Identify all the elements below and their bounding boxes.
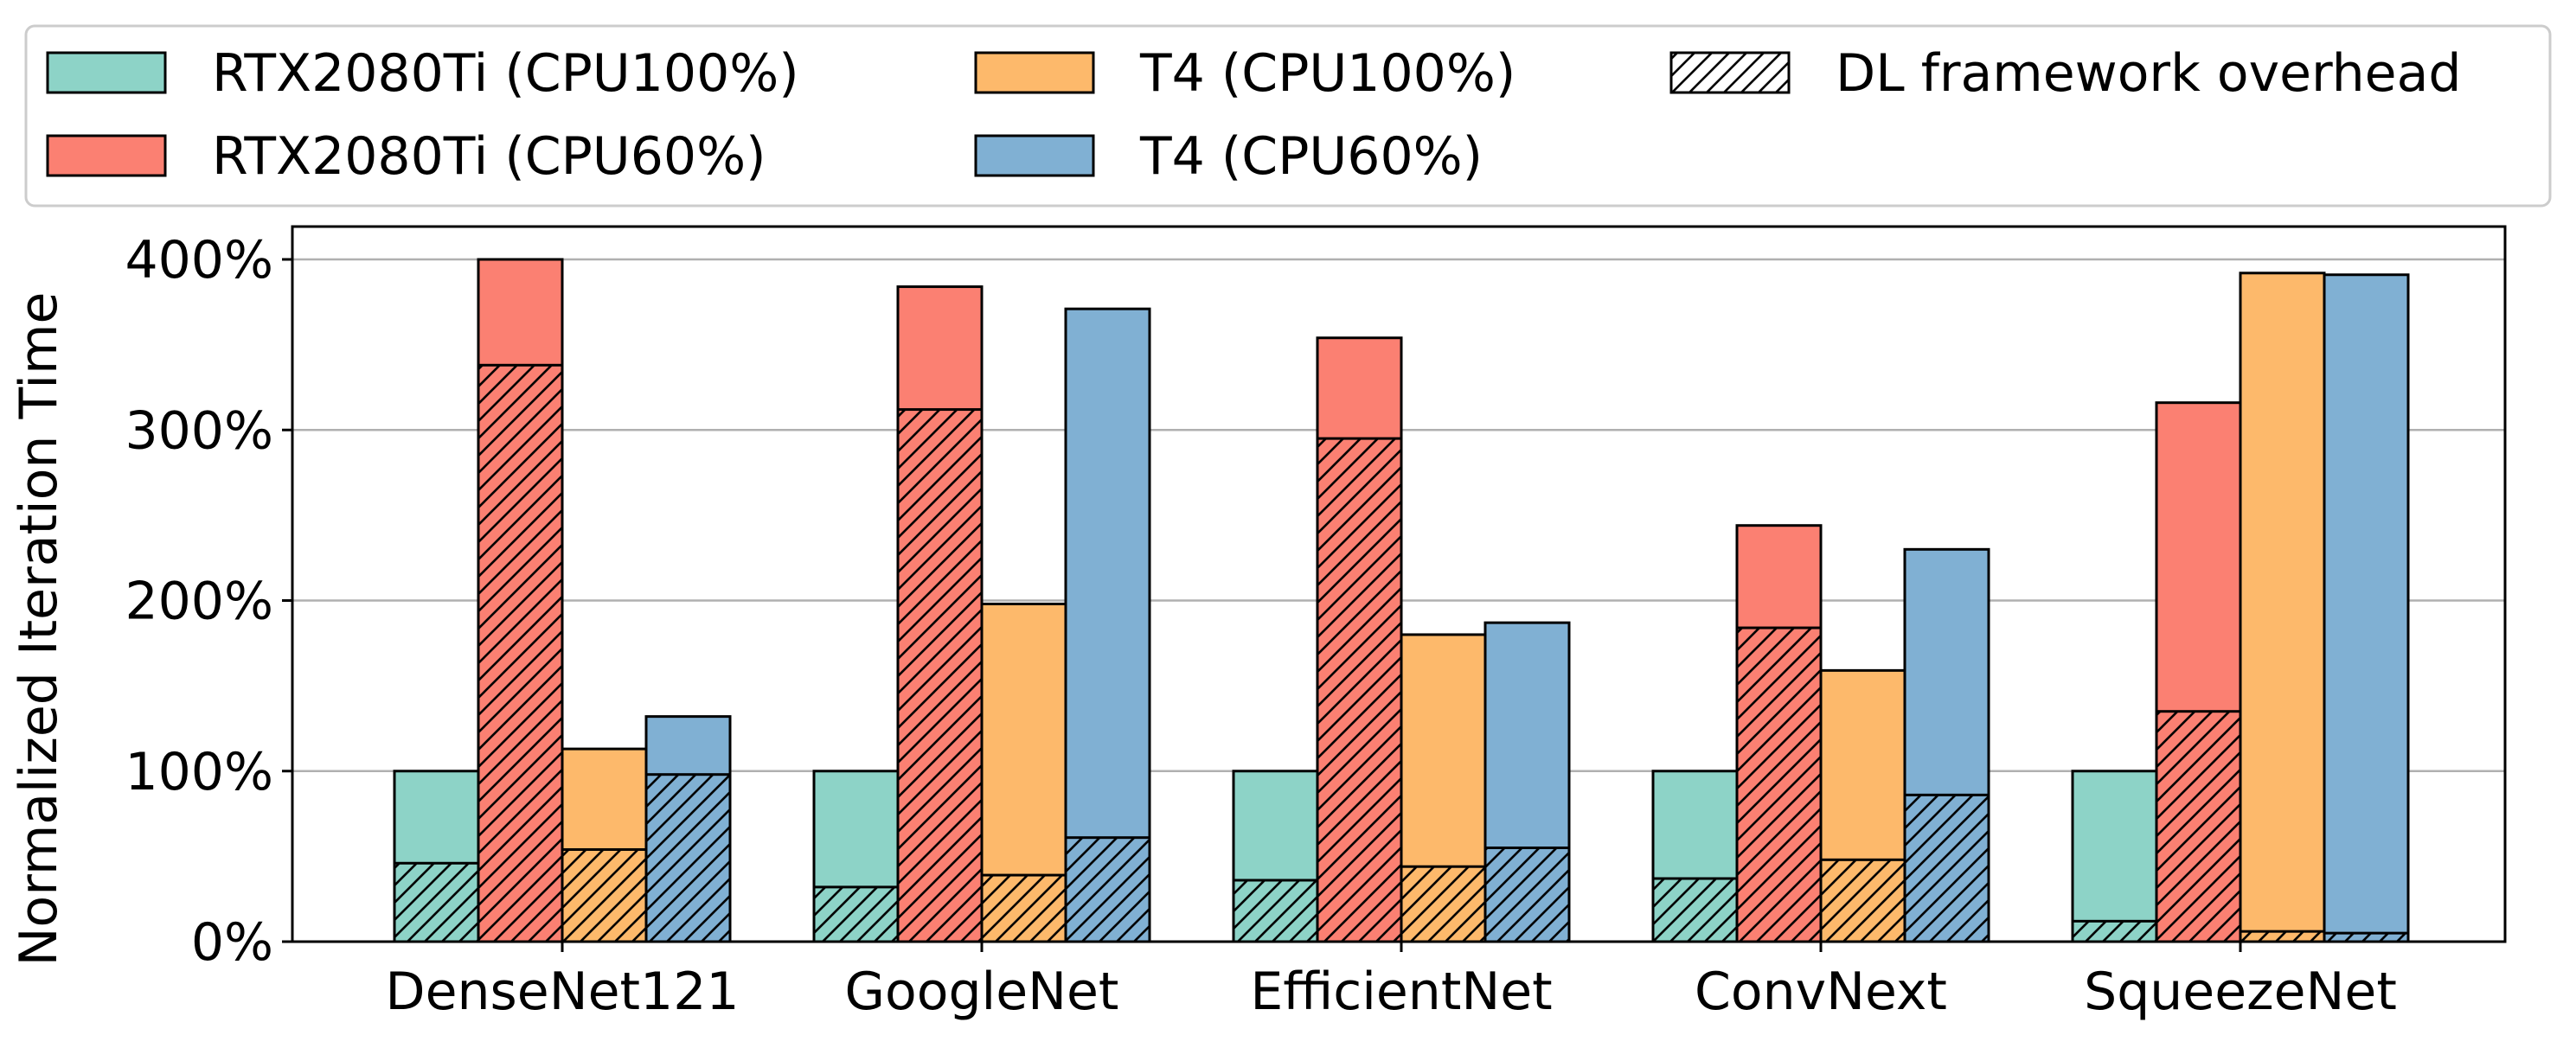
- overhead-rtx2080ti-cpu60-googlenet: [896, 408, 984, 943]
- overhead-rtx2080ti-cpu60-squeezenet: [2155, 710, 2242, 943]
- overhead-t4-cpu100-googlenet: [980, 873, 1067, 943]
- legend-label-t4-cpu60: T4 (CPU60%): [1139, 126, 1483, 187]
- bar-t4-cpu60-squeezenet: [2323, 273, 2410, 943]
- legend-label-t4-cpu100: T4 (CPU100%): [1139, 43, 1515, 104]
- overhead-t4-cpu100-squeezenet: [2239, 930, 2326, 943]
- y-axis: 0% 100% 200% 300% 400%: [125, 230, 292, 973]
- y-axis-label: Normalized Iteration Time: [9, 292, 69, 967]
- legend-frame: [24, 24, 2552, 208]
- y-tick-label: 300%: [125, 400, 273, 461]
- overhead-rtx2080ti-cpu100-convnext: [1651, 877, 1739, 943]
- y-tick-label: 200%: [125, 572, 273, 632]
- legend-swatch-dl-framework-overhead: [1669, 51, 1791, 94]
- legend-label-rtx2080ti-cpu60: RTX2080Ti (CPU60%): [212, 126, 766, 187]
- x-tick-label-convnext: ConvNext: [1695, 962, 1947, 1022]
- overhead-rtx2080ti-cpu100-googlenet: [812, 885, 900, 943]
- plot-frame: [291, 225, 2507, 943]
- x-tick-label-squeezenet: SqueezeNet: [2084, 962, 2397, 1022]
- overhead-rtx2080ti-cpu100-densenet121: [393, 861, 480, 943]
- legend-label-rtx2080ti-cpu100: RTX2080Ti (CPU100%): [212, 43, 799, 104]
- legend-swatch-rtx2080ti-cpu100: [46, 51, 167, 94]
- overhead-rtx2080ti-cpu100-efficientnet: [1232, 879, 1319, 943]
- legend-swatch-rtx2080ti-cpu60: [46, 134, 167, 177]
- overhead-t4-cpu60-efficientnet: [1483, 847, 1571, 943]
- overhead-rtx2080ti-cpu60-convnext: [1735, 626, 1823, 943]
- bar-rtx2080ti-cpu100-squeezenet: [2071, 770, 2158, 943]
- overhead-t4-cpu100-convnext: [1819, 858, 1906, 943]
- bar-t4-cpu100-squeezenet: [2239, 272, 2326, 943]
- overhead-rtx2080ti-cpu100-squeezenet: [2071, 919, 2158, 943]
- legend-swatch-t4-cpu100: [974, 51, 1095, 94]
- overhead-t4-cpu60-googlenet: [1064, 836, 1151, 943]
- legend-label-dl-framework-overhead: DL framework overhead: [1836, 43, 2461, 104]
- overhead-t4-cpu60-convnext: [1903, 793, 1990, 943]
- bar-t4-cpu60-googlenet: [1064, 307, 1151, 943]
- x-tick-label-densenet121: DenseNet121: [385, 962, 739, 1022]
- legend: RTX2080Ti (CPU100%) T4 (CPU100%) DL framew…: [24, 24, 2552, 208]
- overhead-t4-cpu100-densenet121: [561, 847, 648, 943]
- legend-swatch-t4-cpu60: [974, 134, 1095, 177]
- y-tick-label: 0%: [191, 912, 273, 973]
- overhead-t4-cpu60-densenet121: [644, 773, 732, 943]
- x-tick-label-googlenet: GoogleNet: [845, 962, 1119, 1022]
- overhead-rtx2080ti-cpu60-densenet121: [477, 363, 564, 943]
- x-axis: DenseNet121 GoogleNet EfficientNet ConvNext…: [385, 942, 2397, 1022]
- y-tick-label: 100%: [125, 742, 273, 802]
- y-tick-label: 400%: [125, 230, 273, 291]
- overhead-t4-cpu100-efficientnet: [1400, 865, 1487, 943]
- overhead-rtx2080ti-cpu60-efficientnet: [1316, 437, 1403, 943]
- x-tick-label-efficientnet: EfficientNet: [1250, 962, 1552, 1022]
